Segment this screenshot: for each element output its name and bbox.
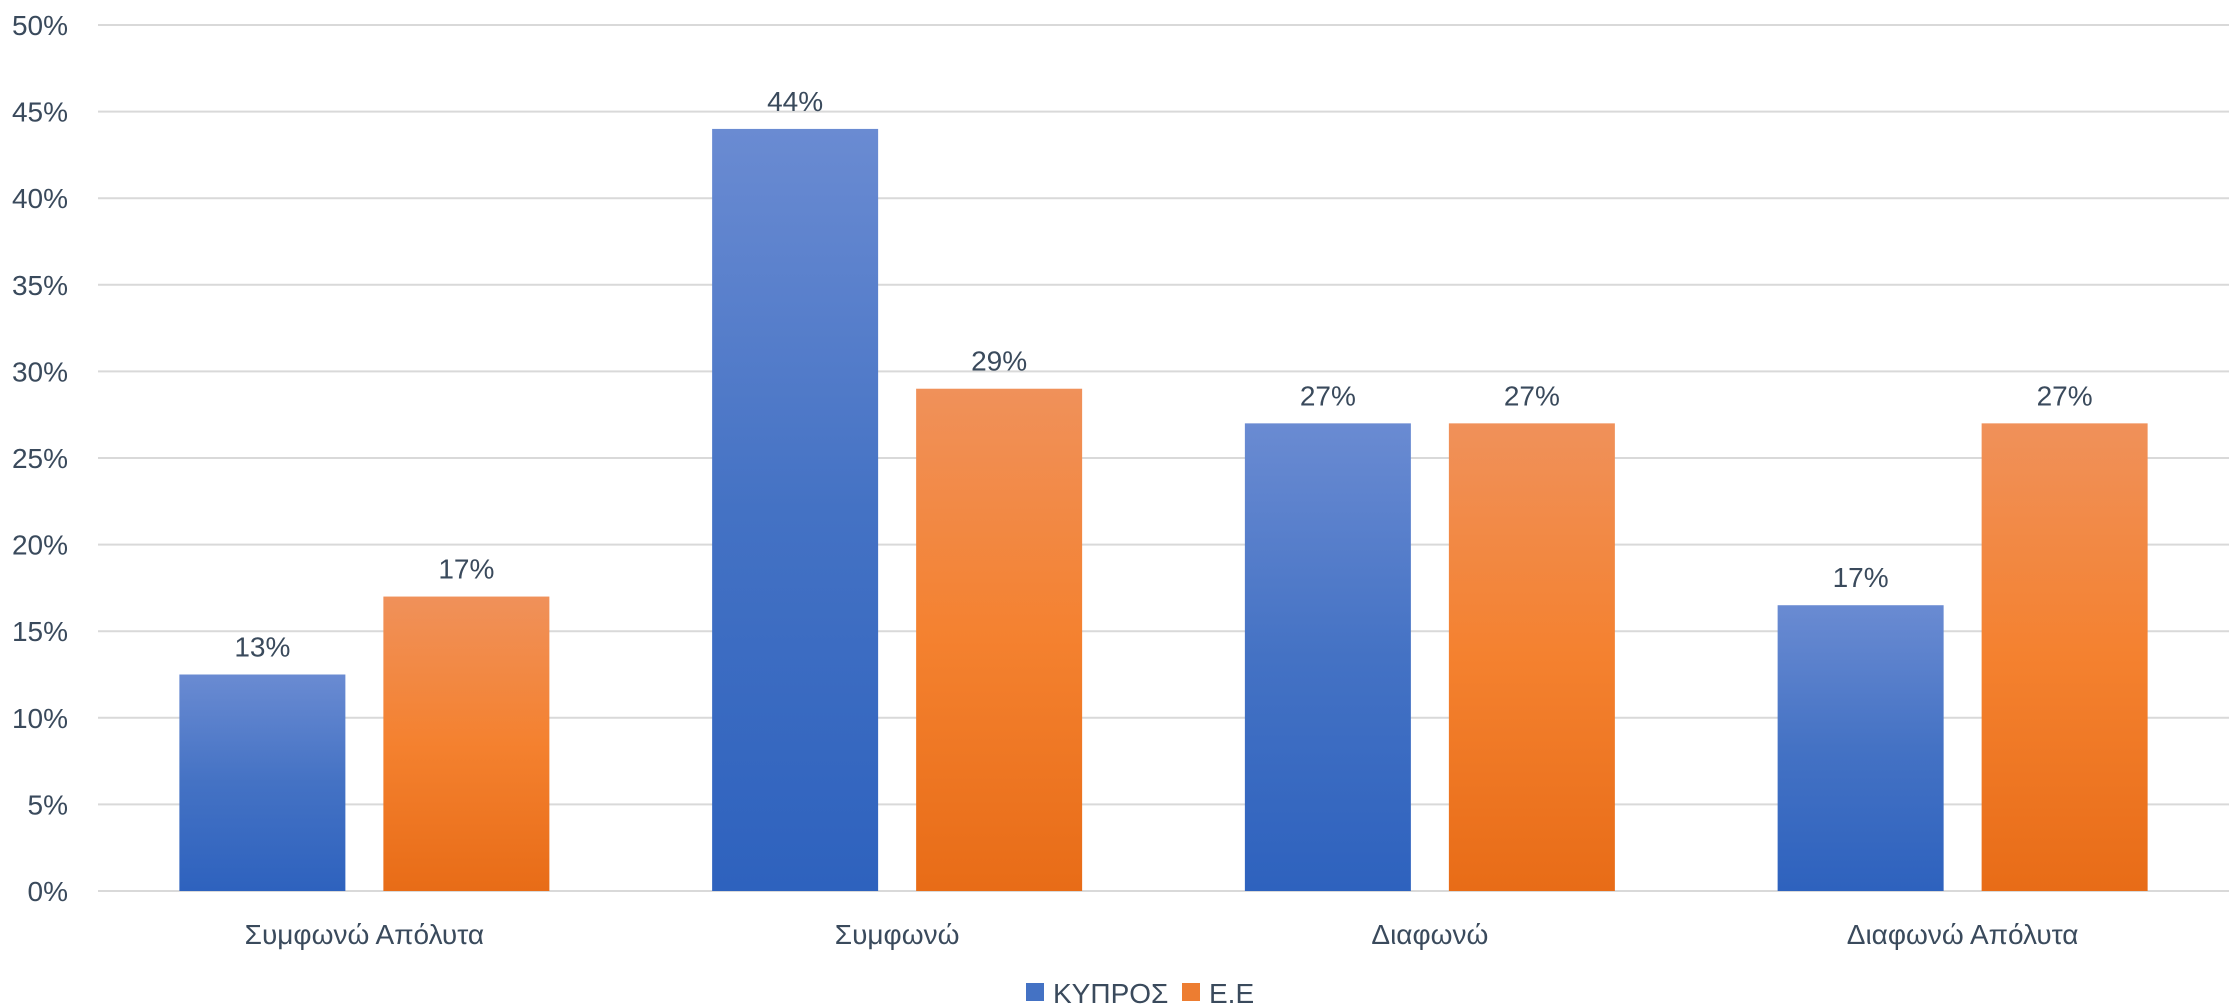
- legend-item[interactable]: Ε.Ε: [1182, 978, 1254, 1007]
- data-label: 44%: [767, 86, 823, 117]
- category-label: Διαφωνώ Απόλυτα: [1847, 919, 2079, 950]
- category-label: Διαφωνώ: [1371, 919, 1488, 950]
- y-tick-label: 10%: [12, 703, 68, 734]
- y-tick-label: 0%: [28, 876, 68, 907]
- y-tick-label: 30%: [12, 356, 68, 387]
- bar-cyprus: [179, 674, 346, 891]
- legend-swatch: [1026, 983, 1044, 1001]
- y-tick-label: 25%: [12, 443, 68, 474]
- data-label: 27%: [1504, 380, 1560, 411]
- bar-cyprus: [712, 128, 879, 892]
- bar-eu: [1448, 423, 1615, 891]
- y-axis-ticks: 0% 5% 10% 15% 20% 25% 30% 35% 40% 45% 50%: [12, 10, 68, 907]
- data-label: 13%: [234, 632, 290, 663]
- data-label: 27%: [1300, 380, 1356, 411]
- bar-eu: [383, 596, 550, 891]
- data-label: 29%: [971, 346, 1027, 377]
- y-tick-label: 5%: [28, 789, 68, 820]
- bars: [179, 128, 2148, 892]
- y-tick-label: 45%: [12, 97, 68, 128]
- data-labels: 13% 17% 44% 29% 27% 27% 17% 27%: [234, 86, 2092, 663]
- data-label: 17%: [438, 554, 494, 585]
- y-tick-label: 50%: [12, 10, 68, 41]
- category-label: Συμφωνώ: [835, 919, 960, 950]
- category-label: Συμφωνώ Απόλυτα: [245, 919, 484, 950]
- y-tick-label: 35%: [12, 270, 68, 301]
- legend-label: Ε.Ε: [1209, 978, 1254, 1007]
- y-tick-label: 20%: [12, 530, 68, 561]
- data-label: 17%: [1833, 562, 1889, 593]
- bar-cyprus: [1777, 605, 1944, 891]
- legend[interactable]: ΚΥΠΡΟΣ Ε.Ε: [1026, 978, 1254, 1007]
- y-tick-label: 15%: [12, 616, 68, 647]
- legend-label: ΚΥΠΡΟΣ: [1053, 978, 1168, 1007]
- bar-eu: [916, 388, 1083, 891]
- bar-eu: [1981, 423, 2148, 891]
- legend-swatch: [1182, 983, 1200, 1001]
- data-label: 27%: [2037, 380, 2093, 411]
- y-tick-label: 40%: [12, 183, 68, 214]
- legend-item[interactable]: ΚΥΠΡΟΣ: [1026, 978, 1168, 1007]
- category-labels: Συμφωνώ Απόλυτα Συμφωνώ Διαφωνώ Διαφωνώ Από…: [245, 919, 2079, 950]
- bar-cyprus: [1244, 423, 1411, 891]
